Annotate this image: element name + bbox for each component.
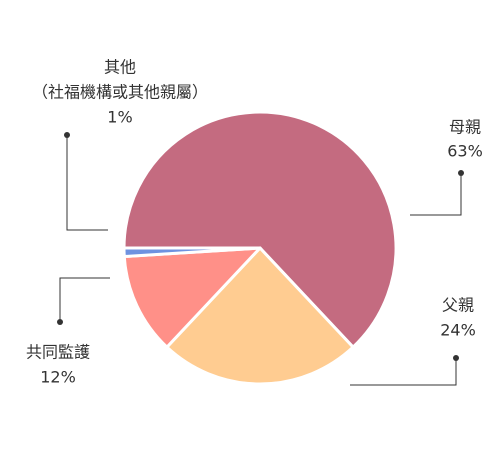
pie: [122, 110, 398, 386]
pie-slice: [165, 246, 355, 386]
value-label: 12%: [40, 368, 76, 387]
leader-line: [59, 277, 110, 322]
pie-slice: [122, 246, 262, 349]
annotation: （社福機構或其他親屬）: [32, 83, 208, 102]
leader-dot: [64, 132, 70, 138]
leader-dot: [57, 319, 63, 325]
leader-line: [410, 173, 462, 216]
category-label: 母親: [449, 118, 481, 137]
category-label: 其他: [104, 58, 136, 77]
category-label: 共同監護: [26, 343, 90, 362]
category-label: 父親: [442, 296, 474, 315]
value-label: 24%: [440, 321, 476, 340]
leader-dot: [453, 355, 459, 361]
leader-line: [66, 135, 108, 231]
value-label: 63%: [447, 142, 483, 161]
pie-slice: [122, 246, 262, 259]
leader-dot: [458, 170, 464, 176]
value-label: 1%: [107, 108, 132, 127]
leader-line: [350, 358, 457, 386]
pie-slice: [122, 110, 398, 349]
